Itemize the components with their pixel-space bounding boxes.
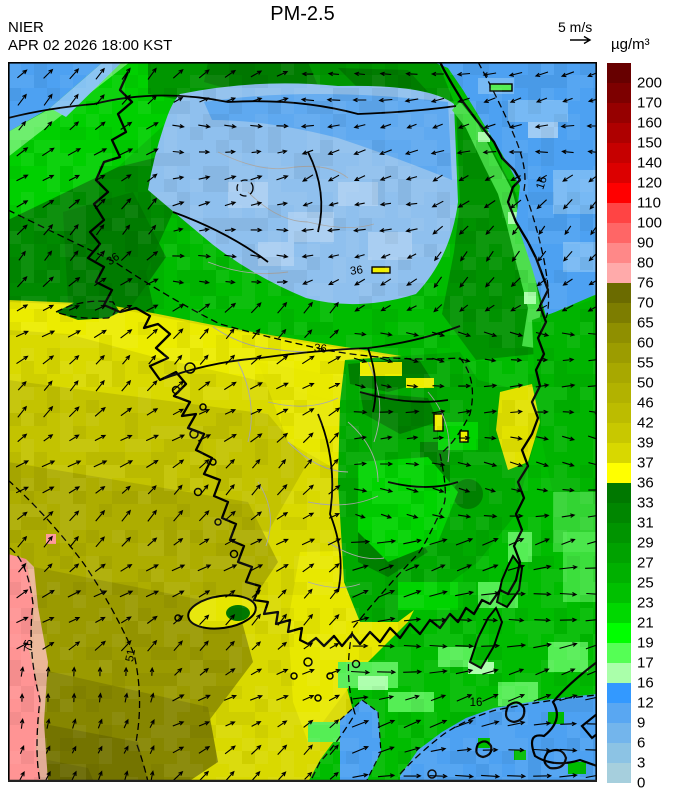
colorbar-tick-label: 37 <box>637 454 654 472</box>
colorbar-cell <box>607 703 631 723</box>
colorbar-tick-label: 3 <box>637 754 646 772</box>
colorbar-tick-label: 42 <box>637 414 654 432</box>
colorbar-tick-label: 200 <box>637 74 663 92</box>
contour-value-label: 16 <box>534 175 549 191</box>
colorbar-cell <box>607 143 631 163</box>
colorbar-tick-label: 29 <box>637 534 654 552</box>
colorbar-cell <box>607 503 631 523</box>
colorbar-tick-label: 17 <box>637 654 654 672</box>
contour-value-label: 51 <box>124 648 138 663</box>
colorbar-tick-label: 90 <box>637 234 654 252</box>
colorbar-cell <box>607 483 631 503</box>
unit-label: µg/m³ <box>611 36 650 53</box>
colorbar-legend <box>607 63 631 783</box>
colorbar-tick-label: 31 <box>637 514 654 532</box>
colorbar-cell <box>607 303 631 323</box>
colorbar-tick-label: 27 <box>637 554 654 572</box>
colorbar-cell <box>607 283 631 303</box>
korea-coastline <box>86 62 550 648</box>
colorbar-tick-label: 19 <box>637 634 654 652</box>
colorbar-cell <box>607 423 631 443</box>
datetime-label: APR 02 2026 18:00 KST <box>8 37 173 54</box>
colorbar-cell <box>607 763 631 783</box>
wind-reference-arrow-icon <box>566 33 596 51</box>
colorbar-cell <box>607 223 631 243</box>
colorbar-cell <box>607 683 631 703</box>
colorbar-cell <box>607 543 631 563</box>
colorbar-cell <box>607 63 631 83</box>
colorbar-cell <box>607 463 631 483</box>
colorbar-tick-label: 0 <box>637 774 646 792</box>
colorbar-tick-label: 9 <box>637 714 646 732</box>
contour-value-label: 36 <box>349 264 363 278</box>
colorbar-cell <box>607 363 631 383</box>
colorbar-tick-label: 170 <box>637 94 663 112</box>
inland-low-pm-blue-pocket <box>148 83 458 305</box>
green-bar-marker <box>489 83 513 92</box>
colorbar-cell <box>607 123 631 143</box>
colorbar-cell <box>607 343 631 363</box>
colorbar-tick-label: 100 <box>637 214 663 232</box>
colorbar-cell <box>607 403 631 423</box>
colorbar-cell <box>607 203 631 223</box>
colorbar-tick-label: 25 <box>637 574 654 592</box>
colorbar-cell <box>607 643 631 663</box>
contour-value-label: 76 <box>23 639 36 653</box>
colorbar-cell <box>607 743 631 763</box>
colorbar-tick-label: 23 <box>637 594 654 612</box>
colorbar-tick-label: 80 <box>637 254 654 272</box>
colorbar-tick-label: 39 <box>637 434 654 452</box>
colorbar-tick-label: 120 <box>637 174 663 192</box>
colorbar-cell <box>607 443 631 463</box>
colorbar-cell <box>607 163 631 183</box>
colorbar-tick-label: 140 <box>637 154 663 172</box>
colorbar-tick-label: 50 <box>637 374 654 392</box>
northeast-coastal-greens <box>442 102 544 360</box>
colorbar-tick-label: 21 <box>637 614 654 632</box>
colorbar-tick-label: 46 <box>637 394 654 412</box>
colorbar-tick-label: 65 <box>637 314 654 332</box>
kyushu-coastlines <box>475 661 597 770</box>
colorbar-cell <box>607 583 631 603</box>
colorbar-tick-label: 16 <box>637 674 654 692</box>
colorbar-tick-label: 110 <box>637 194 661 212</box>
colorbar-tick-label: 55 <box>637 354 654 372</box>
colorbar-tick-label: 76 <box>637 274 654 292</box>
bold-interior-borders <box>8 94 461 593</box>
colorbar-cell <box>607 263 631 283</box>
colorbar-cell <box>607 523 631 543</box>
colorbar-tick-label: 33 <box>637 494 654 512</box>
colorbar-tick-label: 60 <box>637 334 654 352</box>
colorbar-cell <box>607 243 631 263</box>
page-title: PM-2.5 <box>270 3 335 25</box>
colorbar-tick-label: 6 <box>637 734 646 752</box>
colorbar-cell <box>607 323 631 343</box>
colorbar-tick-label: 160 <box>637 114 663 132</box>
colorbar-cell <box>607 83 631 103</box>
islands <box>171 362 524 779</box>
colorbar-cell <box>607 663 631 683</box>
colorbar-cell <box>607 603 631 623</box>
concentration-contours <box>8 62 597 782</box>
colorbar-cell <box>607 563 631 583</box>
contour-value-label: 36 <box>313 342 327 355</box>
colorbar-tick-label: 150 <box>637 134 663 152</box>
contour-value-label: 16 <box>470 697 483 709</box>
colorbar-cell <box>607 383 631 403</box>
wind-speed-reference-label: 5 m/s <box>558 19 593 35</box>
colorbar-tick-label: 12 <box>637 694 654 712</box>
agency-label: NIER <box>8 19 44 36</box>
colorbar-cell <box>607 723 631 743</box>
colorbar-cell <box>607 103 631 123</box>
colorbar-tick-label: 70 <box>637 294 654 312</box>
colorbar-cell <box>607 623 631 643</box>
colorbar-tick-label: 36 <box>637 474 654 492</box>
colorbar-cell <box>607 183 631 203</box>
